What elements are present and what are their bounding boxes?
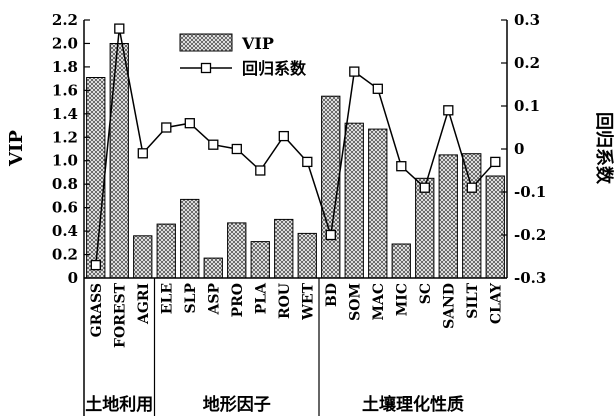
- legend: VIP 回归系数: [179, 33, 307, 78]
- point-clay: [490, 156, 501, 168]
- bar-mic: [391, 243, 411, 279]
- point-grass: [90, 259, 101, 271]
- bar-sc: [415, 177, 435, 279]
- point-bd: [325, 229, 336, 241]
- point-sc: [419, 182, 430, 193]
- point-pro: [231, 143, 242, 155]
- point-rou: [278, 130, 289, 142]
- y-tick-label: 0.4: [52, 222, 78, 240]
- y2-axis-label: 回归系数: [593, 112, 614, 185]
- x-tick-label: CLAY: [488, 282, 504, 324]
- x-tick-label: SLP: [183, 283, 199, 314]
- bar-forest: [109, 43, 129, 279]
- bar-slp: [180, 198, 200, 279]
- x-tick-label: SAND: [441, 283, 457, 329]
- y2-tick-label: -0.1: [514, 183, 546, 201]
- point-agri: [137, 148, 148, 159]
- x-tick-label: PLA: [253, 282, 269, 314]
- y-tick-label: 1.0: [52, 152, 78, 170]
- point-mic: [396, 161, 407, 172]
- bar-pro: [227, 222, 247, 279]
- bar-sand: [438, 154, 458, 279]
- x-tick-label: SOM: [347, 283, 363, 321]
- bar-ele: [156, 223, 176, 279]
- bar-rou: [274, 218, 294, 279]
- y-axis-label: VIP: [6, 130, 27, 167]
- bar-pla: [250, 241, 270, 279]
- bar-asp: [203, 257, 223, 279]
- x-tick-label: SC: [418, 283, 434, 304]
- x-tick-label: FOREST: [112, 282, 128, 348]
- point-sand: [443, 105, 454, 116]
- bar-mac: [368, 128, 388, 279]
- y2-tick-label: 0.1: [514, 97, 540, 115]
- point-wet: [302, 156, 313, 168]
- x-tick-label: WET: [300, 282, 316, 320]
- point-pla: [255, 165, 266, 176]
- y-tick-label: 0.2: [52, 246, 78, 264]
- x-tick-label: SILT: [465, 282, 481, 318]
- y-tick-label: 1.2: [52, 128, 78, 146]
- point-som: [349, 66, 360, 77]
- group-label: 土地利用: [85, 394, 153, 415]
- x-tick-label: MIC: [394, 283, 410, 316]
- group-label: 地形因子: [203, 394, 271, 415]
- y2-tick-label: 0.3: [514, 11, 540, 29]
- y-tick-label: 2.0: [52, 34, 78, 52]
- y-tick-label: 1.4: [52, 105, 78, 123]
- y2-tick-label: 0.2: [514, 54, 540, 72]
- y-tick-label: 0.6: [52, 199, 78, 217]
- x-tick-label: ASP: [206, 283, 222, 316]
- x-tick-label: ROU: [277, 283, 293, 319]
- y2-tick-label: -0.2: [514, 226, 546, 244]
- point-silt: [466, 182, 477, 193]
- group-label: 土壤理化性质: [362, 394, 464, 415]
- bar-silt: [462, 153, 482, 279]
- legend-bar-swatch: [179, 33, 233, 52]
- bars-layer: [86, 43, 505, 279]
- y-tick-label: 1.6: [52, 81, 78, 99]
- y-tick-label: 1.8: [52, 58, 78, 76]
- point-forest: [114, 23, 125, 34]
- x-tick-label: GRASS: [89, 283, 105, 337]
- point-asp: [208, 139, 219, 150]
- labels-layer: 0 0.2 0.4 0.6 0.8 1.0 1.2 1.4 1.6 1.8 2.0 2.2 -0.3 -0…: [52, 11, 546, 415]
- bar-agri: [133, 235, 153, 279]
- x-tick-label: PRO: [230, 283, 246, 317]
- point-mac: [372, 83, 383, 94]
- legend-bar-label: VIP: [241, 34, 274, 53]
- x-tick-label: MAC: [371, 283, 387, 321]
- x-tick-label: ELE: [159, 283, 175, 314]
- y-tick-label: 0.8: [52, 175, 78, 193]
- bar-clay: [485, 175, 505, 279]
- x-tick-label: BD: [324, 283, 340, 307]
- point-ele: [161, 122, 172, 133]
- legend-line-label: 回归系数: [242, 59, 307, 78]
- bar-wet: [297, 232, 317, 279]
- y2-tick-label: 0: [514, 140, 524, 158]
- bar-grass: [86, 77, 106, 279]
- y-tick-label: 2.2: [52, 11, 78, 29]
- axes-layer: [83, 19, 508, 416]
- y2-tick-label: -0.3: [514, 269, 546, 287]
- bar-som: [344, 122, 364, 279]
- line-layer: [90, 23, 501, 271]
- point-slp: [184, 118, 195, 129]
- y-tick-label: 0: [68, 269, 78, 287]
- legend-line-marker: [200, 62, 212, 74]
- x-tick-label: AGRI: [136, 283, 152, 325]
